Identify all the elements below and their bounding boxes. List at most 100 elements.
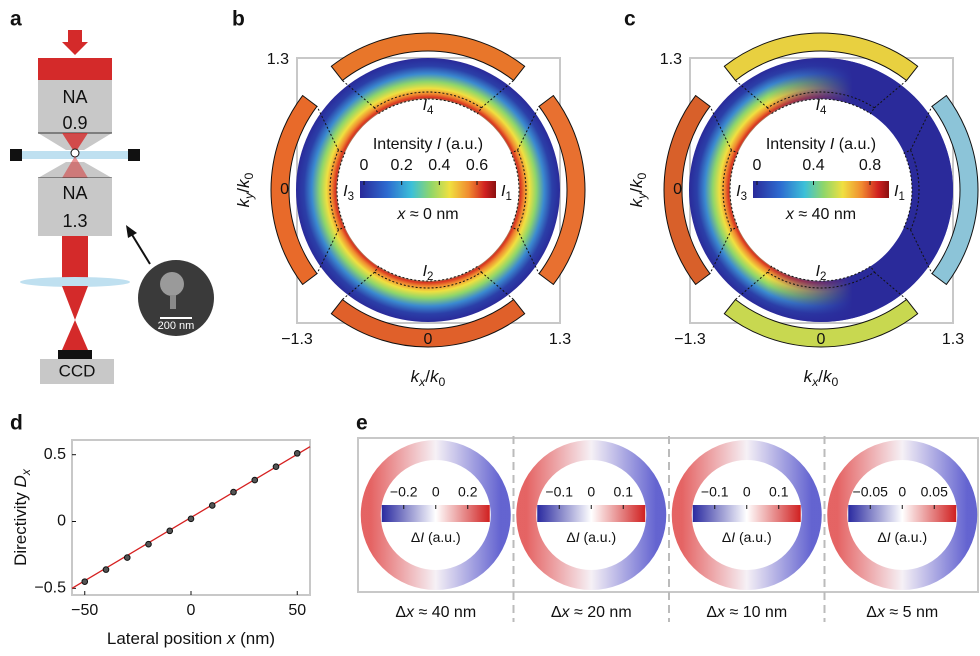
- text-part: (nm): [235, 629, 275, 648]
- x-axis-label: Lateral position x (nm): [107, 629, 275, 648]
- colorbar-tick-label: 0: [432, 484, 440, 500]
- na-label: NA: [62, 183, 87, 203]
- lens: [20, 277, 130, 287]
- text-part: 0: [832, 375, 839, 389]
- panel-label: e: [356, 412, 368, 435]
- colorbar-label: ΔI (a.u.): [566, 529, 616, 545]
- text-part: 0: [439, 375, 446, 389]
- text-part: 2: [820, 271, 826, 283]
- text-part: (a.u.): [580, 529, 617, 545]
- text-part: Δ: [566, 529, 575, 545]
- colorbar-tick-label: 0: [360, 157, 369, 174]
- x-axis-label: kx/k0: [804, 367, 839, 389]
- text-part: ≈ 40 nm: [414, 604, 476, 621]
- arrow: [131, 233, 150, 264]
- colorbar-tick-label: 0.05: [921, 484, 948, 500]
- colorbar-tick-label: 0: [753, 157, 762, 174]
- text-part: D: [11, 475, 30, 487]
- text-part: Δ: [877, 529, 886, 545]
- text-part: 1: [898, 191, 904, 203]
- beam: [62, 236, 88, 282]
- data-point: [124, 555, 130, 561]
- y-axis-label: Directivity Dx: [11, 468, 33, 566]
- text-part: ≈ 20 nm: [570, 604, 632, 621]
- holder: [128, 149, 140, 161]
- colorbar-tick-label: 0.6: [466, 157, 488, 174]
- data-point: [188, 516, 194, 522]
- caption: Δx ≈ 5 nm: [866, 604, 938, 621]
- x-tick-label: −1.3: [674, 331, 706, 348]
- text-part: ≈ 40 nm: [794, 206, 856, 223]
- sem-pillar: [170, 295, 176, 309]
- x-tick-label: −1.3: [281, 331, 313, 348]
- panel-label: a: [10, 8, 22, 31]
- text-part: 4: [427, 105, 434, 117]
- y-tick-label: −0.5: [34, 580, 66, 597]
- panel-label: b: [232, 8, 245, 31]
- panel-label: c: [624, 8, 636, 31]
- na-value: 0.9: [62, 113, 87, 133]
- x-axis-label: kx/k0: [411, 367, 446, 389]
- x-tick-label: 0: [817, 331, 826, 348]
- laser-arrow: [62, 30, 88, 55]
- y-tick-label: 1.3: [267, 51, 289, 68]
- text-part: Δ: [722, 529, 731, 545]
- colorbar: [753, 181, 889, 198]
- colorbar-tick-label: 0.4: [428, 157, 450, 174]
- holder: [10, 149, 22, 161]
- colorbar-tick-label: 0.1: [769, 484, 789, 500]
- data-point: [231, 489, 237, 495]
- text-part: 3: [348, 191, 354, 203]
- colorbar-title: Intensity I (a.u.): [766, 136, 876, 153]
- data-point: [146, 541, 152, 547]
- data-point: [273, 464, 279, 470]
- caption: Δx ≈ 20 nm: [551, 604, 632, 621]
- text-part: ≈ 0 nm: [405, 206, 458, 223]
- text-part: (a.u.): [891, 529, 928, 545]
- sensor: [58, 350, 92, 359]
- sem-particle: [160, 272, 184, 296]
- data-point: [167, 528, 173, 534]
- colorbar-tick-label: 0.8: [859, 157, 881, 174]
- x-tick-label: 1.3: [942, 331, 964, 348]
- caption: Δx ≈ 40 nm: [395, 604, 476, 621]
- text-part: (a.u.): [834, 136, 876, 153]
- y-tick-label: 0: [673, 181, 682, 198]
- colorbar-tick-label: 0.2: [391, 157, 413, 174]
- colorbar-tick-label: −0.1: [701, 484, 729, 500]
- text-part: Intensity: [766, 136, 830, 153]
- colorbar-tick-label: −0.2: [390, 484, 418, 500]
- y-tick-label: 1.3: [660, 51, 682, 68]
- colorbar-tick-label: 0.1: [614, 484, 634, 500]
- text-part: 2: [427, 271, 433, 283]
- colorbar-tick-label: 0.4: [802, 157, 824, 174]
- scale-bar-label: 200 nm: [158, 320, 195, 332]
- text-part: 4: [820, 105, 827, 117]
- text-part: Δ: [866, 604, 877, 621]
- text-part: (a.u.): [735, 529, 772, 545]
- text-part: 0: [242, 172, 256, 179]
- colorbar-tick-label: 0: [587, 484, 595, 500]
- colorbar-tick-label: 0: [743, 484, 751, 500]
- text-part: 0: [635, 172, 649, 179]
- data-point: [294, 451, 300, 457]
- colorbar-tick-label: 0.2: [458, 484, 478, 500]
- text-part: Δ: [706, 604, 717, 621]
- data-point: [82, 579, 88, 585]
- colorbar-tick-label: −0.05: [853, 484, 889, 500]
- text-part: (a.u.): [424, 529, 461, 545]
- text-part: ≈ 10 nm: [725, 604, 787, 621]
- y-tick-label: 0.5: [44, 446, 66, 463]
- x-tick-label: 1.3: [549, 331, 571, 348]
- text-part: x: [19, 468, 33, 476]
- text-part: Directivity: [11, 488, 30, 566]
- position-label: x ≈ 0 nm: [396, 206, 458, 223]
- y-tick-label: 0: [280, 181, 289, 198]
- y-axis-label: ky/k0: [627, 172, 649, 207]
- na-value: 1.3: [62, 211, 87, 231]
- colorbar-label: ΔI (a.u.): [722, 529, 772, 545]
- x-tick-label: −50: [71, 602, 98, 619]
- colorbar-tick-label: 0: [898, 484, 906, 500]
- x-tick-label: 0: [187, 602, 196, 619]
- text-part: Lateral position: [107, 629, 227, 648]
